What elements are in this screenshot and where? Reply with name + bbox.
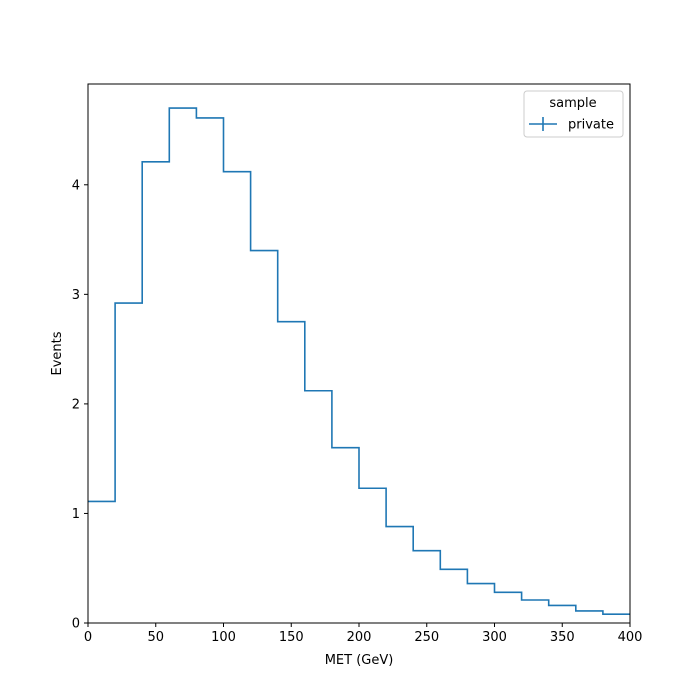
y-tick-label: 1	[72, 507, 80, 522]
histogram-bin	[440, 569, 467, 623]
histogram-bin	[169, 108, 196, 623]
legend: sample private	[523, 90, 624, 138]
x-tick-label: 150	[279, 630, 304, 645]
histogram-bin	[386, 527, 413, 623]
y-tick-label: 0	[72, 617, 80, 632]
legend-box	[523, 90, 624, 138]
histogram-series	[88, 107, 630, 623]
histogram-bin	[88, 501, 115, 623]
histogram-bin	[305, 391, 332, 623]
histogram-bin	[332, 448, 359, 623]
histogram-bin	[224, 172, 251, 623]
x-axis-ticks: 0 50 100 150 200 250 300 350 400	[84, 623, 643, 645]
legend-title: sample	[549, 96, 596, 111]
histogram-bin	[495, 592, 522, 623]
histogram-step-line	[88, 107, 630, 616]
y-tick-label: 2	[72, 397, 80, 412]
y-tick-label: 3	[72, 288, 80, 303]
x-tick-label: 300	[482, 630, 507, 645]
histogram-bin	[413, 551, 440, 623]
x-tick-label: 350	[550, 630, 575, 645]
x-tick-label: 100	[211, 630, 236, 645]
x-tick-label: 400	[618, 630, 643, 645]
x-tick-label: 250	[414, 630, 439, 645]
x-tick-label: 0	[84, 630, 92, 645]
histogram-bin	[603, 614, 630, 623]
histogram-bin	[549, 605, 576, 623]
plot-frame	[87, 83, 631, 624]
y-axis-label: Events	[50, 331, 65, 375]
histogram-bin	[522, 600, 549, 623]
histogram-bin	[359, 488, 386, 623]
histogram-bin	[278, 322, 305, 623]
histogram-bin	[142, 162, 169, 623]
x-axis-label: MET (GeV)	[325, 653, 394, 668]
x-tick-label: 50	[147, 630, 164, 645]
y-tick-label: 4	[72, 178, 80, 193]
histogram-bin	[196, 118, 223, 623]
histogram-bin	[576, 611, 603, 623]
legend-label-private: private	[568, 118, 614, 133]
histogram-bin	[251, 251, 278, 623]
legend-marker-private	[529, 117, 557, 131]
histogram-bin	[115, 303, 142, 623]
x-tick-label: 200	[347, 630, 372, 645]
histogram-bin	[467, 584, 494, 623]
y-axis-ticks: 0 1 2 3 4	[72, 178, 88, 632]
